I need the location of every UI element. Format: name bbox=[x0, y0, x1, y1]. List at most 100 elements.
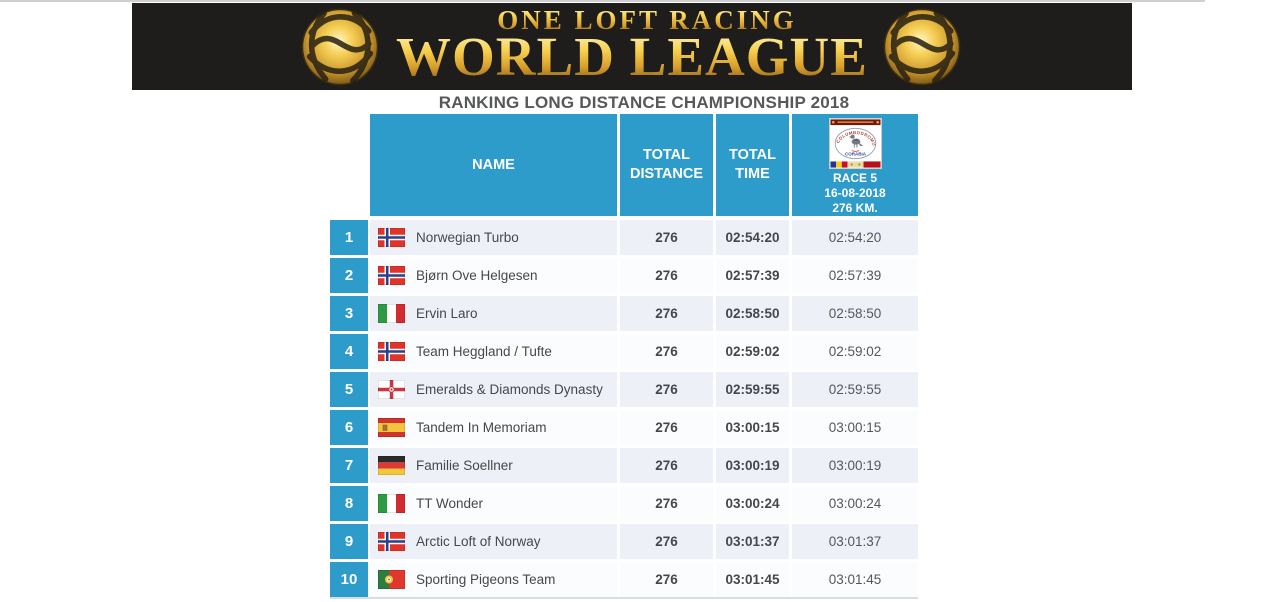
flag-norway-icon bbox=[378, 532, 405, 551]
race-time-value: 02:57:39 bbox=[792, 258, 918, 293]
flag-germany-icon bbox=[378, 456, 405, 475]
table-bottom-divider bbox=[330, 597, 918, 599]
rank-badge: 4 bbox=[330, 334, 368, 369]
flag-norway-icon bbox=[378, 228, 405, 247]
flag-northern-ireland-icon bbox=[378, 380, 405, 399]
rank-badge: 1 bbox=[330, 220, 368, 255]
banner-top-text: ONE LOFT RACING bbox=[426, 5, 868, 35]
flag-italy-icon bbox=[378, 494, 405, 513]
total-time-value: 03:00:19 bbox=[716, 448, 789, 483]
race-time-value: 03:00:24 bbox=[792, 486, 918, 521]
rank-badge: 3 bbox=[330, 296, 368, 331]
race-title: RACE 5 bbox=[832, 171, 877, 185]
flag-norway-icon bbox=[378, 342, 405, 361]
rank-badge: 9 bbox=[330, 524, 368, 559]
race-date: 16-08-2018 bbox=[824, 186, 886, 200]
team-name: Familie Soellner bbox=[416, 458, 513, 473]
total-distance-value: 276 bbox=[620, 334, 713, 369]
total-distance-value: 276 bbox=[620, 486, 713, 521]
table-row: 9 Arctic Loft of Norway 276 03:01:37 03:01:… bbox=[0, 524, 1274, 559]
flag-spain-icon bbox=[378, 418, 405, 437]
table-header: NAME TOTAL DISTANCE TOTAL TIME COLUMBODR… bbox=[0, 114, 1274, 216]
table-row: 3 Ervin Laro 276 02:58:50 02:58:50 bbox=[0, 296, 1274, 331]
total-distance-value: 276 bbox=[620, 524, 713, 559]
total-time-value: 02:59:55 bbox=[716, 372, 789, 407]
globe-icon bbox=[301, 8, 379, 86]
header-banner: ONE LOFT RACING WORLD LEAGUE bbox=[132, 3, 1132, 90]
rank-badge: 5 bbox=[330, 372, 368, 407]
table-row: 8 TT Wonder 276 03:00:24 03:00:24 bbox=[0, 486, 1274, 521]
table-row: 4 Team Heggland / Tufte 276 02:59:02 02:59:… bbox=[0, 334, 1274, 369]
name-cell: Team Heggland / Tufte bbox=[370, 334, 617, 369]
table-row: 1 Norwegian Turbo 276 02:54:20 02:54:20 bbox=[0, 220, 1274, 255]
name-cell: Bjørn Ove Helgesen bbox=[370, 258, 617, 293]
name-cell: Familie Soellner bbox=[370, 448, 617, 483]
total-time-value: 02:59:02 bbox=[716, 334, 789, 369]
total-distance-value: 276 bbox=[620, 372, 713, 407]
table-row: 5 Emeralds & Diamonds Dynasty 276 02:59:55… bbox=[0, 372, 1274, 407]
banner-logo-text: ONE LOFT RACING WORLD LEAGUE bbox=[396, 5, 868, 85]
total-time-value: 02:58:50 bbox=[716, 296, 789, 331]
banner-main-text: WORLD LEAGUE bbox=[396, 26, 868, 87]
flag-norway-icon bbox=[378, 266, 405, 285]
team-name: TT Wonder bbox=[416, 496, 484, 511]
total-time-value: 03:00:24 bbox=[716, 486, 789, 521]
total-time-value: 03:01:45 bbox=[716, 562, 789, 597]
total-distance-value: 276 bbox=[620, 296, 713, 331]
table-row: 2 Bjørn Ove Helgesen 276 02:57:39 02:57:39 bbox=[0, 258, 1274, 293]
race-time-value: 03:01:37 bbox=[792, 524, 918, 559]
race-club-badge-icon: COLUMBODROMUL CORABIA bbox=[827, 118, 882, 169]
race-distance: 276 KM. bbox=[832, 201, 878, 215]
race-time-value: 02:54:20 bbox=[792, 220, 918, 255]
globe-icon bbox=[883, 8, 961, 86]
rank-badge: 8 bbox=[330, 486, 368, 521]
team-name: Bjørn Ove Helgesen bbox=[416, 268, 538, 283]
total-time-value: 02:54:20 bbox=[716, 220, 789, 255]
rank-badge: 10 bbox=[330, 562, 368, 597]
race-time-value: 02:59:02 bbox=[792, 334, 918, 369]
svg-text:CORABIA: CORABIA bbox=[844, 151, 866, 156]
total-distance-value: 276 bbox=[620, 448, 713, 483]
race-time-value: 02:59:55 bbox=[792, 372, 918, 407]
name-cell: Sporting Pigeons Team bbox=[370, 562, 617, 597]
top-divider bbox=[0, 0, 1205, 2]
race-time-value: 03:00:19 bbox=[792, 448, 918, 483]
page-title: RANKING LONG DISTANCE CHAMPIONSHIP 2018 bbox=[438, 93, 850, 112]
name-cell: TT Wonder bbox=[370, 486, 617, 521]
column-header-race5: COLUMBODROMUL CORABIA bbox=[792, 114, 918, 216]
total-distance-value: 276 bbox=[620, 562, 713, 597]
column-header-total-distance: TOTAL DISTANCE bbox=[620, 114, 713, 216]
total-time-value: 03:01:37 bbox=[716, 524, 789, 559]
total-distance-value: 276 bbox=[620, 410, 713, 445]
flag-italy-icon bbox=[378, 304, 405, 323]
column-header-total-time: TOTAL TIME bbox=[716, 114, 789, 216]
team-name: Tandem In Memoriam bbox=[416, 420, 547, 435]
column-header-name: NAME bbox=[370, 114, 617, 216]
table-row: 10 Sporting Pigeons Team 276 03:01:45 03:01… bbox=[0, 562, 1274, 597]
team-name: Ervin Laro bbox=[416, 306, 478, 321]
badge-flag-stripes bbox=[829, 161, 881, 168]
team-name: Team Heggland / Tufte bbox=[416, 344, 552, 359]
name-cell: Norwegian Turbo bbox=[370, 220, 617, 255]
total-distance-value: 276 bbox=[620, 220, 713, 255]
name-cell: Arctic Loft of Norway bbox=[370, 524, 617, 559]
team-name: Emeralds & Diamonds Dynasty bbox=[416, 382, 603, 397]
flag-portugal-icon bbox=[378, 570, 405, 589]
rank-badge: 6 bbox=[330, 410, 368, 445]
team-name: Arctic Loft of Norway bbox=[416, 534, 541, 549]
rank-badge: 2 bbox=[330, 258, 368, 293]
total-time-value: 03:00:15 bbox=[716, 410, 789, 445]
table-row: 7 Familie Soellner 276 03:00:19 03:00:19 bbox=[0, 448, 1274, 483]
team-name: Norwegian Turbo bbox=[416, 230, 519, 245]
rank-badge: 7 bbox=[330, 448, 368, 483]
race-time-value: 02:58:50 bbox=[792, 296, 918, 331]
race-time-value: 03:01:45 bbox=[792, 562, 918, 597]
team-name: Sporting Pigeons Team bbox=[416, 572, 556, 587]
total-distance-value: 276 bbox=[620, 258, 713, 293]
pigeon-icon bbox=[848, 134, 864, 148]
total-time-value: 02:57:39 bbox=[716, 258, 789, 293]
name-cell: Tandem In Memoriam bbox=[370, 410, 617, 445]
table-row: 6 Tandem In Memoriam 276 03:00:15 03:00:15 bbox=[0, 410, 1274, 445]
name-cell: Emeralds & Diamonds Dynasty bbox=[370, 372, 617, 407]
